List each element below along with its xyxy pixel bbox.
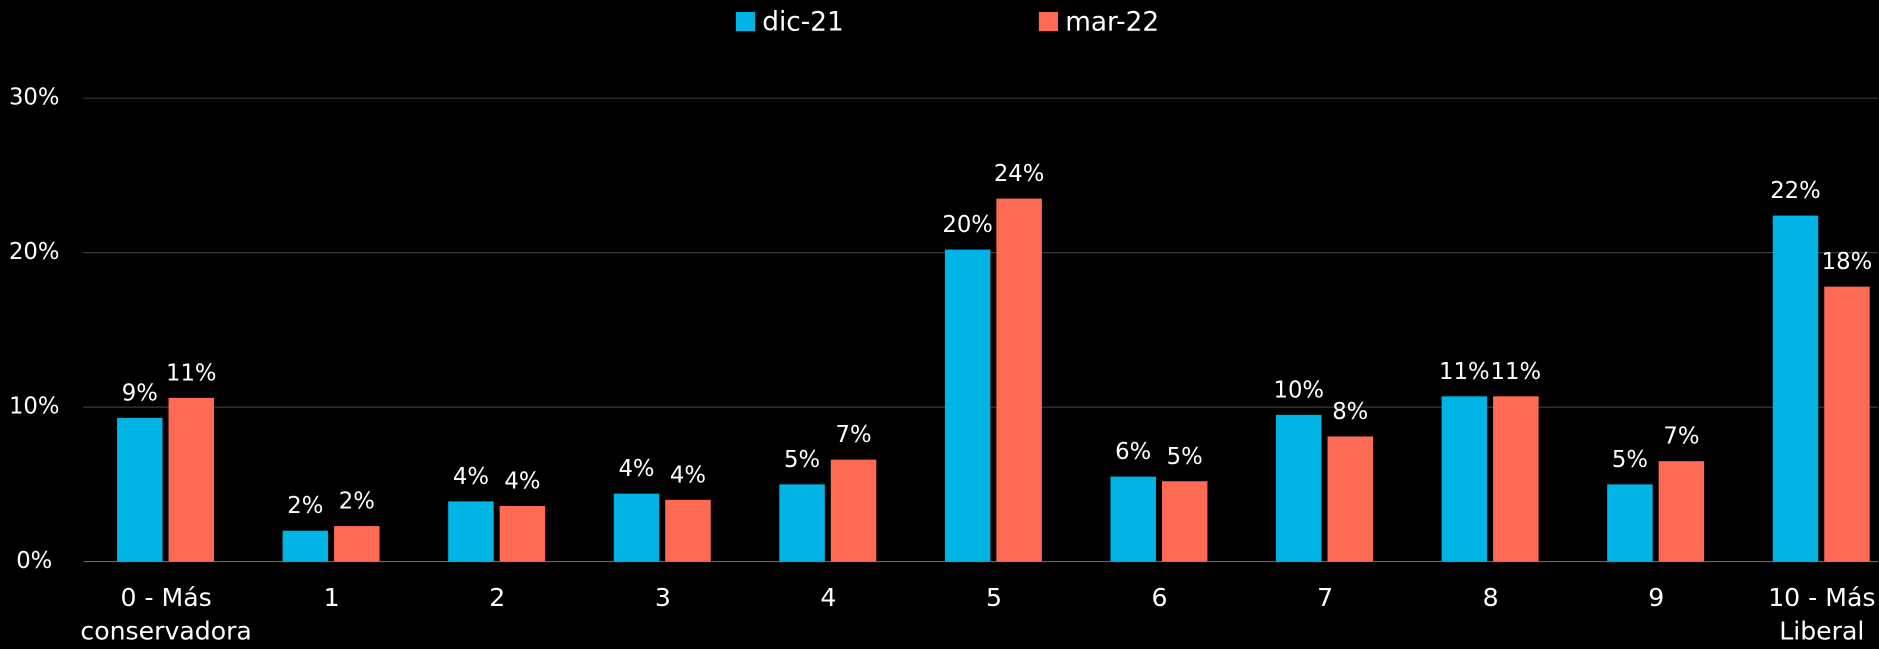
bar — [830, 459, 877, 562]
bar — [117, 417, 163, 562]
legend-swatch — [1038, 11, 1059, 32]
bar — [944, 249, 991, 562]
data-label: 6% — [1115, 439, 1151, 465]
y-tick-label: 0% — [16, 548, 52, 574]
data-label: 4% — [618, 456, 654, 482]
data-label: 4% — [504, 469, 540, 495]
bar — [1658, 461, 1705, 562]
x-tick-label: 8 — [1482, 583, 1499, 612]
data-label: 9% — [122, 380, 158, 406]
x-tick-label-box: 8 — [1482, 583, 1499, 612]
x-tick-label-box: 1 — [323, 583, 340, 612]
data-label: 4% — [670, 462, 706, 488]
data-label: 18% — [1822, 249, 1873, 275]
x-tick-label: 10 - Más Liberal — [1768, 583, 1876, 646]
bar — [1327, 436, 1374, 562]
x-tick-label-box: 5 — [985, 583, 1002, 612]
y-tick-label: 10% — [9, 394, 60, 420]
data-label: 5% — [1167, 444, 1203, 470]
x-tick-label-box: 4 — [820, 583, 837, 612]
x-tick-label-box: 7 — [1317, 583, 1334, 612]
x-tick-label: 1 — [323, 583, 340, 612]
x-tick-label: 9 — [1648, 583, 1665, 612]
y-tick-label: 20% — [9, 239, 60, 265]
data-label: 11% — [166, 360, 217, 386]
x-tick-label-box: 3 — [654, 583, 671, 612]
legend: dic-21 mar-22 — [735, 7, 1159, 37]
x-tick-label-box: 10 - Más Liberal — [1768, 583, 1876, 646]
bar — [1276, 414, 1322, 562]
data-label: 20% — [942, 212, 993, 238]
data-label: 22% — [1770, 178, 1821, 204]
bar — [1441, 396, 1488, 562]
bar — [1824, 286, 1870, 562]
legend-label: mar-22 — [1065, 7, 1159, 37]
legend-swatch — [735, 11, 756, 32]
data-label: 11% — [1439, 359, 1490, 385]
x-tick-label-box: 0 - Más conservadora — [80, 583, 252, 646]
bar — [448, 501, 494, 562]
data-label: 7% — [836, 422, 872, 448]
x-tick-label: 6 — [1151, 583, 1168, 612]
bar — [1772, 215, 1819, 562]
x-tick-label: 2 — [489, 583, 506, 612]
bar — [613, 493, 660, 562]
x-tick-label: 4 — [820, 583, 837, 612]
legend-label: dic-21 — [762, 7, 844, 37]
bar — [665, 499, 711, 562]
bar — [1607, 484, 1653, 562]
bar — [499, 505, 546, 562]
bar — [334, 526, 380, 562]
data-label: 11% — [1491, 359, 1542, 385]
x-tick-label: 7 — [1317, 583, 1334, 612]
data-label: 5% — [784, 447, 820, 473]
data-label: 4% — [453, 464, 489, 490]
y-tick-label: 30% — [9, 85, 60, 111]
x-tick-label: 3 — [654, 583, 671, 612]
bar — [1161, 481, 1208, 562]
data-label: 2% — [339, 489, 375, 515]
data-label: 7% — [1663, 424, 1699, 450]
data-label: 5% — [1612, 447, 1648, 473]
bar — [779, 484, 825, 562]
bar — [1493, 396, 1539, 562]
data-label: 8% — [1332, 399, 1368, 425]
bar — [168, 397, 215, 562]
bar — [282, 530, 329, 562]
data-label: 2% — [287, 493, 323, 519]
x-tick-label-box: 6 — [1151, 583, 1168, 612]
data-label: 24% — [994, 161, 1045, 187]
x-tick-label: 0 - Más conservadora — [80, 583, 252, 646]
bar — [996, 198, 1042, 562]
data-label: 10% — [1273, 377, 1324, 403]
x-tick-label-box: 2 — [489, 583, 506, 612]
x-tick-label: 5 — [985, 583, 1002, 612]
bar — [1110, 476, 1156, 562]
x-tick-label-box: 9 — [1648, 583, 1665, 612]
